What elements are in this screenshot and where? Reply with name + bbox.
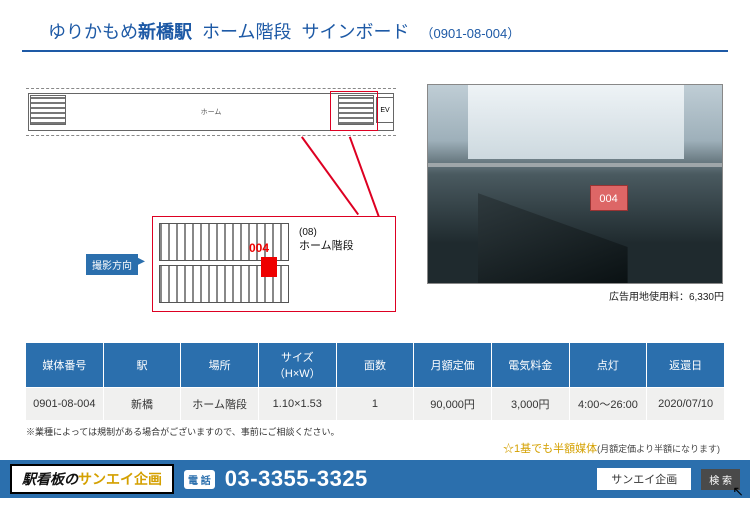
tel-number: 03-3355-3325 xyxy=(225,466,368,492)
title-type: サインボード xyxy=(302,22,410,42)
floor-diagram: EV ホーム 004 (08) ホーム階段 撮影方向 ▸ xyxy=(26,66,413,326)
table-header: 面数 xyxy=(336,343,414,388)
table-header: 場所 xyxy=(181,343,259,388)
photo-caption: 広告用地使用料：6,330円 xyxy=(427,288,724,303)
company-banner: 駅看板のサンエイ企画 xyxy=(10,464,174,494)
banner-brand: サンエイ企画 xyxy=(78,471,162,487)
title-prefix: ゆりかもめ xyxy=(48,22,138,42)
title-code: （0901-08-004） xyxy=(421,26,521,41)
detail-box: 004 (08) ホーム階段 xyxy=(152,216,396,312)
title-station: 新橋駅 xyxy=(138,22,192,42)
table-cell: 3,000円 xyxy=(491,388,569,421)
direction-arrow-icon: ▸ xyxy=(136,250,145,271)
search-input[interactable]: サンエイ企画 xyxy=(597,468,691,490)
direction-label: 撮影方向 xyxy=(86,254,138,275)
sign-marker xyxy=(261,257,277,277)
table-header: 月額定価 xyxy=(414,343,492,388)
elevator-label: EV xyxy=(376,97,394,123)
stairs-icon xyxy=(30,95,66,125)
table-header: 駅 xyxy=(103,343,181,388)
photo-sign-marker: 004 xyxy=(590,185,628,211)
table-header: サイズ（H×W） xyxy=(258,343,336,388)
footer-bar: 駅看板のサンエイ企画 電 話 03-3355-3325 サンエイ企画 検 索 ↖ xyxy=(0,460,750,498)
promo-subtext: (月額定価より半額になります) xyxy=(597,444,720,454)
table-cell: 0901-08-004 xyxy=(26,388,104,421)
callout-line xyxy=(301,136,359,215)
table-footnote: ※業種によっては規制がある場合がございますので、事前にご相談ください。 xyxy=(26,425,750,438)
table-cell: 2020/07/10 xyxy=(647,388,725,421)
table-header: 電気料金 xyxy=(491,343,569,388)
platform-label: ホーム xyxy=(201,107,222,117)
table-cell: 1 xyxy=(336,388,414,421)
table-cell: 4:00〜26:00 xyxy=(569,388,647,421)
table-header: 点灯 xyxy=(569,343,647,388)
table-header: 返還日 xyxy=(647,343,725,388)
table-cell: 新橋 xyxy=(103,388,181,421)
page-title: ゆりかもめ新橋駅 ホーム階段 サインボード （0901-08-004） xyxy=(22,0,728,52)
sign-marker-number: 004 xyxy=(249,241,269,255)
stairs-icon xyxy=(159,223,289,261)
table-cell: 90,000円 xyxy=(414,388,492,421)
location-photo: 004 xyxy=(427,84,723,284)
promo-text: ☆1基でも半額媒体 xyxy=(503,443,597,455)
table-header: 媒体番号 xyxy=(26,343,104,388)
highlight-box xyxy=(330,91,378,131)
banner-prefix: 駅看板の xyxy=(22,471,78,487)
tel-label: 電 話 xyxy=(184,470,215,489)
floorplan-outline: EV ホーム xyxy=(26,88,396,136)
detail-number: (08) xyxy=(299,227,317,238)
table-cell: ホーム階段 xyxy=(181,388,259,421)
spec-table: 媒体番号駅場所サイズ（H×W）面数月額定価電気料金点灯返還日 0901-08-0… xyxy=(25,342,725,421)
title-location: ホーム階段 xyxy=(202,22,291,42)
table-cell: 1.10×1.53 xyxy=(258,388,336,421)
cursor-icon: ↖ xyxy=(732,483,744,500)
promo-note: ☆1基でも半額媒体(月額定価より半額になります) xyxy=(0,440,720,456)
detail-label: ホーム階段 xyxy=(299,240,354,252)
